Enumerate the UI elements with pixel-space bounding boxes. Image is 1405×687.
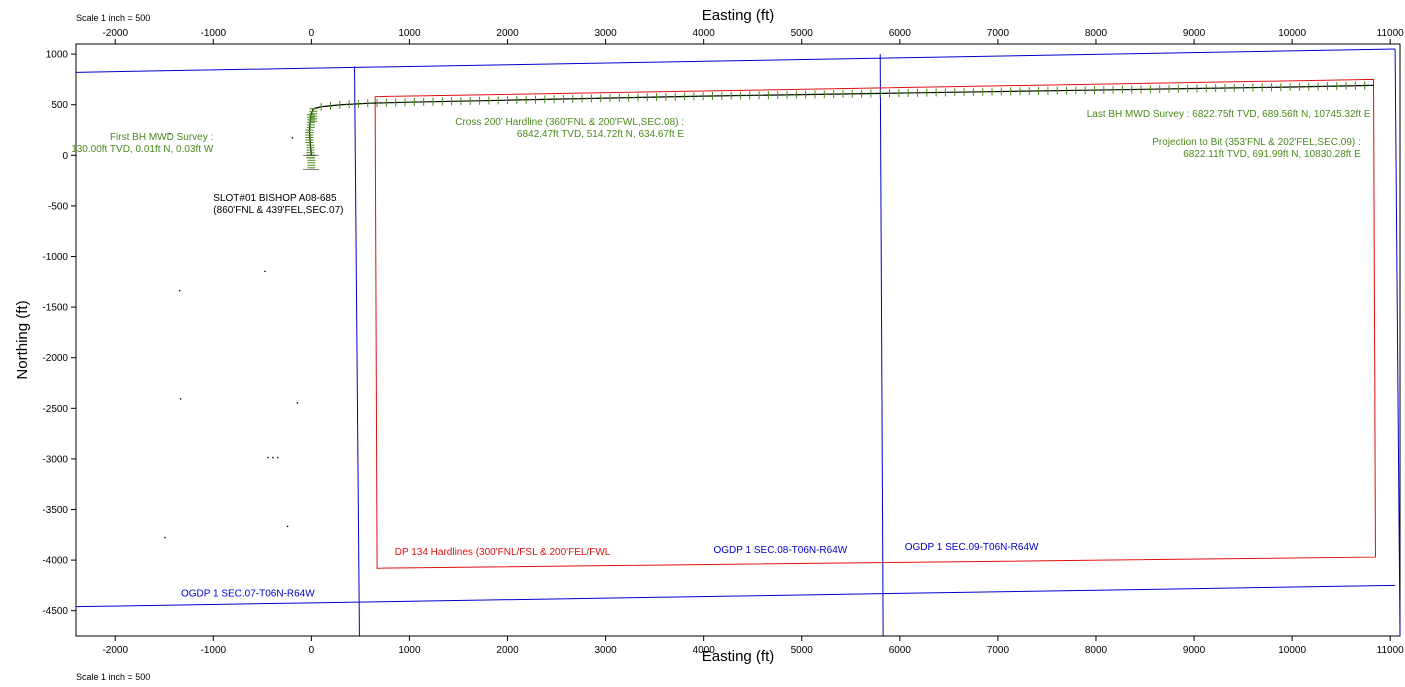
y-tick-label: 0 — [62, 151, 68, 162]
y-tick-label: -4500 — [42, 606, 68, 617]
axis-ticks: -2000 -2000 -1000 -1000 0 0 1000 1000 2000 2000 30… — [42, 28, 1404, 656]
x-tick-label-bottom: 11000 — [1377, 645, 1405, 656]
y-tick-label: -1000 — [42, 252, 68, 263]
x-tick-label-bottom: 2000 — [496, 645, 519, 656]
annotation-sec09-label: OGDP 1 SEC.09-T06N-R64W — [905, 542, 1039, 553]
x-tick-label-bottom: 1000 — [398, 645, 421, 656]
annotation-line: Last BH MWD Survey : 6822.75ft TVD, 689.… — [1087, 109, 1371, 120]
section-line — [1394, 49, 1401, 637]
x-tick-label-bottom: 3000 — [594, 645, 617, 656]
x-tick-label-top: 3000 — [594, 28, 617, 39]
annotation-last-bh-survey: Last BH MWD Survey : 6822.75ft TVD, 689.… — [1087, 109, 1371, 120]
point-mark — [179, 398, 182, 400]
x-tick-label-bottom: 10000 — [1278, 645, 1306, 656]
x-tick-label-top: -2000 — [102, 28, 128, 39]
point-mark — [169, 133, 171, 135]
annotation-line: 6842.47ft TVD, 514.72ft N, 634.67ft E — [517, 129, 684, 140]
x-tick-label-top: 0 — [309, 28, 315, 39]
point-mark — [267, 456, 269, 459]
annotation-sec08-label: OGDP 1 SEC.08-T06N-R64W — [713, 545, 847, 556]
annotation-line: OGDP 1 SEC.07-T06N-R64W — [181, 589, 315, 600]
annotation-line: Projection to Bit (353'FNL & 202'FEL,SEC… — [1152, 137, 1361, 148]
y-tick-label: -2500 — [42, 404, 68, 415]
y-tick-label: -1500 — [42, 303, 68, 314]
point-mark — [272, 456, 274, 459]
x-tick-label-top: 2000 — [496, 28, 519, 39]
y-tick-label: -3500 — [42, 505, 68, 516]
section-line — [75, 48, 1396, 73]
x-tick-label-bottom: -1000 — [201, 645, 227, 656]
x-tick-label-bottom: 7000 — [987, 645, 1010, 656]
y-axis-label: Northing (ft) — [14, 300, 31, 379]
annotation-dp-hardlines: DP 134 Hardlines (300'FNL/FSL & 200'FEL/… — [395, 547, 611, 558]
x-tick-label-bottom: 4000 — [693, 645, 716, 656]
annotation-first-bh-survey: First BH MWD Survey :130.00ft TVD, 0.01f… — [71, 132, 214, 155]
hardline-boundary — [374, 78, 1376, 569]
scale-note-bottom: Scale 1 inch = 500 — [76, 672, 151, 682]
point-mark — [178, 289, 181, 292]
y-tick-label: -2000 — [42, 353, 68, 364]
survey-line — [308, 84, 1374, 156]
annotations: First BH MWD Survey :130.00ft TVD, 0.01f… — [71, 109, 1371, 600]
hardline-polygon — [374, 78, 1376, 569]
annotation-line: DP 134 Hardlines (300'FNL/FSL & 200'FEL/… — [395, 547, 611, 558]
annotation-line: OGDP 1 SEC.09-T06N-R64W — [905, 542, 1039, 553]
annotation-line: OGDP 1 SEC.08-T06N-R64W — [713, 545, 847, 556]
annotation-line: First BH MWD Survey : — [110, 132, 213, 143]
annotation-line: 130.00ft TVD, 0.01ft N, 0.03ft W — [71, 144, 214, 155]
y-tick-label: 500 — [51, 100, 68, 111]
x-tick-label-bottom: 8000 — [1085, 645, 1108, 656]
x-tick-label-top: 4000 — [693, 28, 716, 39]
section-line — [354, 66, 360, 637]
section-line — [75, 584, 1396, 608]
x-tick-label-top: 11000 — [1377, 28, 1405, 39]
y-tick-label: -3000 — [42, 454, 68, 465]
x-axis-label-bottom: Easting (ft) — [702, 648, 775, 665]
x-tick-label-bottom: 5000 — [791, 645, 814, 656]
x-tick-label-top: 1000 — [398, 28, 421, 39]
y-tick-label: 1000 — [46, 50, 69, 61]
annotation-line: Cross 200' Hardline (360'FNL & 200'FWL,S… — [455, 117, 684, 128]
plot-frame — [75, 43, 1401, 637]
x-tick-label-bottom: 6000 — [889, 645, 912, 656]
y-tick-label: -4000 — [42, 556, 68, 567]
point-mark — [264, 270, 266, 273]
x-tick-label-bottom: -2000 — [102, 645, 128, 656]
x-axis-label-top: Easting (ft) — [702, 7, 775, 24]
point-mark — [296, 402, 299, 404]
x-tick-label-bottom: 0 — [309, 645, 315, 656]
isolated-marks — [164, 133, 299, 539]
annotation-projection-to-bit: Projection to Bit (353'FNL & 202'FEL,SEC… — [1152, 137, 1361, 160]
annotation-cross-hardline: Cross 200' Hardline (360'FNL & 200'FWL,S… — [455, 117, 684, 140]
point-mark — [291, 137, 294, 139]
x-tick-label-top: 10000 — [1278, 28, 1306, 39]
scale-note-top: Scale 1 inch = 500 — [76, 13, 151, 23]
x-tick-label-top: 8000 — [1085, 28, 1108, 39]
annotation-slot-label: SLOT#01 BISHOP A08-685 (860'FNL & 439'FEL… — [213, 193, 343, 216]
point-mark — [286, 525, 289, 528]
annotation-line: 6822.11ft TVD, 691.99ft N, 10830.28ft E — [1183, 149, 1361, 160]
point-mark — [164, 536, 166, 539]
annotation-line: (860'FNL & 439'FEL,SEC.07) — [213, 205, 343, 216]
x-tick-label-top: -1000 — [201, 28, 227, 39]
section-lines — [75, 48, 1401, 637]
well-path — [303, 81, 1374, 170]
y-tick-label: -500 — [48, 201, 68, 212]
section-line — [879, 54, 884, 637]
x-tick-label-top: 9000 — [1183, 28, 1206, 39]
x-tick-label-bottom: 9000 — [1183, 645, 1206, 656]
point-mark — [277, 456, 279, 459]
x-tick-label-top: 6000 — [889, 28, 912, 39]
x-tick-label-top: 5000 — [791, 28, 814, 39]
annotation-line: SLOT#01 BISHOP A08-685 — [213, 193, 337, 204]
x-tick-label-top: 7000 — [987, 28, 1010, 39]
annotation-sec07-label: OGDP 1 SEC.07-T06N-R64W — [181, 589, 315, 600]
